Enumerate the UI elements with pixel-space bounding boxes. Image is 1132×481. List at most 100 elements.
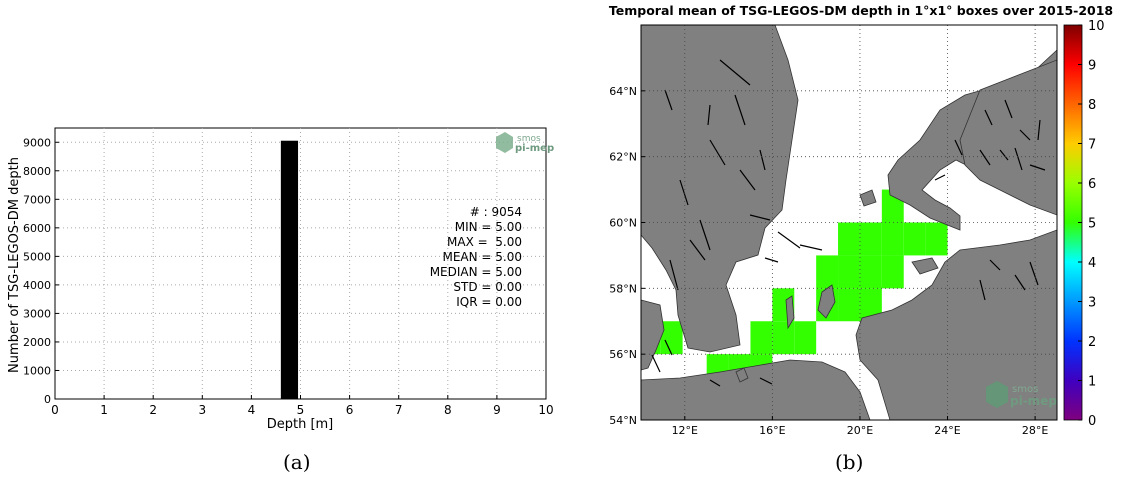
hist-y-tick-label: 0 <box>44 393 51 406</box>
depth-histogram: 0 1 2 3 4 5 6 7 8 9 10 0 1000 2000 3000 4000 5000 6000 7 0… <box>7 127 554 432</box>
map-y-tick-label: 62°N <box>609 151 637 164</box>
hist-x-tick-label: 3 <box>198 403 206 417</box>
hist-x-tick-label: 7 <box>395 403 403 417</box>
land-baltics <box>855 229 1057 420</box>
map-x-tick-label: 12°E <box>672 424 698 437</box>
logo-text-smos: smos <box>517 134 541 144</box>
map-coast-details <box>651 59 1046 387</box>
map-y-ticks: 54°N 56°N 58°N 60°N 62°N 64°N <box>609 85 645 427</box>
stat-min: MIN = 5.00 <box>455 220 522 234</box>
colorbar-tick-label: 7 <box>1088 138 1096 153</box>
hist-x-tick-label: 0 <box>51 403 59 417</box>
map-x-tick-label: 24°E <box>934 424 960 437</box>
hist-bars <box>280 140 299 400</box>
hist-stats-box: # : 9054 MIN = 5.00 MAX = 5.00 MEAN = 5.… <box>430 205 522 309</box>
smos-pimep-logo: smos pi-mep <box>496 132 554 154</box>
colorbar-tick-label: 4 <box>1088 256 1096 271</box>
map-logo-cube-icon <box>986 381 1008 408</box>
land-poland <box>641 359 871 420</box>
land-scandinavia <box>641 25 799 353</box>
map-cell <box>750 321 773 355</box>
land-oland <box>785 295 795 330</box>
hist-x-tick-label: 5 <box>297 403 305 417</box>
hist-x-ticks: 0 1 2 3 4 5 6 7 8 9 10 <box>51 395 554 417</box>
panel-label-b: (b) <box>835 450 864 474</box>
land-saaremaa <box>911 257 939 275</box>
colorbar-tick-label: 1 <box>1088 375 1096 390</box>
hist-y-tick-label: 2000 <box>23 336 51 349</box>
hist-y-tick-label: 1000 <box>23 364 51 377</box>
stat-iqr: IQR = 0.00 <box>456 295 522 309</box>
hist-x-tick-label: 10 <box>538 403 553 417</box>
hist-x-tick-label: 1 <box>100 403 108 417</box>
stat-max: MAX = 5.00 <box>447 235 522 249</box>
map-cell <box>859 222 882 256</box>
hist-y-tick-label: 8000 <box>23 165 51 178</box>
map-cell <box>859 255 882 289</box>
map-cell <box>660 321 683 355</box>
map-y-tick-label: 54°N <box>609 414 637 427</box>
land-finland-2 <box>959 59 1057 216</box>
map-x-tick-label: 16°E <box>759 424 785 437</box>
hist-x-tick-label: 4 <box>248 403 256 417</box>
colorbar-tick-label: 6 <box>1088 177 1096 192</box>
stat-mean: MEAN = 5.00 <box>442 250 522 264</box>
hist-y-tick-label: 5000 <box>23 250 51 263</box>
map-y-tick-label: 60°N <box>609 217 637 230</box>
hist-x-tick-label: 2 <box>149 403 157 417</box>
logo-text-pimep: pi-mep <box>515 143 554 154</box>
hist-y-tick-label: 6000 <box>23 222 51 235</box>
hist-y-tick-label: 4000 <box>23 279 51 292</box>
colorbar-tick-label: 8 <box>1088 98 1096 113</box>
hist-x-tick-label: 9 <box>493 403 501 417</box>
logo-cube-icon <box>496 132 513 153</box>
map-cell <box>881 255 904 289</box>
depth-map: Temporal mean of TSG-LEGOS-DM depth in 1… <box>609 3 1113 437</box>
stat-count: # : 9054 <box>470 205 522 219</box>
map-logo-text-pimep: pi-mep <box>1010 394 1057 408</box>
map-x-tick-label: 20°E <box>847 424 873 437</box>
colorbar-tick-label: 5 <box>1088 217 1096 232</box>
land-aland <box>859 189 877 207</box>
map-x-ticks: 12°E 16°E 20°E 24°E 28°E <box>672 416 1048 437</box>
map-y-tick-label: 64°N <box>609 85 637 98</box>
map-title: Temporal mean of TSG-LEGOS-DM depth in 1… <box>609 3 1113 18</box>
map-cell <box>838 255 860 289</box>
map-cell <box>925 222 948 256</box>
colorbar-ticks: 0 1 2 3 4 5 6 7 8 9 10 <box>1078 19 1105 429</box>
map-cell <box>816 255 839 289</box>
hist-plot-area <box>54 127 547 400</box>
panel-label-a: (a) <box>283 450 311 474</box>
colorbar-tick-label: 2 <box>1088 335 1096 350</box>
map-smos-logo: smos pi-mep <box>986 381 1057 408</box>
hist-y-tick-label: 3000 <box>23 307 51 320</box>
stat-std: STD = 0.00 <box>453 280 522 294</box>
hist-y-ticks: 0 1000 2000 3000 4000 5000 6000 7000 8000 9000 <box>23 136 59 406</box>
hist-x-tick-label: 8 <box>444 403 452 417</box>
map-x-tick-label: 28°E <box>1022 424 1048 437</box>
map-cell <box>881 222 904 256</box>
map-cells <box>641 189 948 388</box>
colorbar-tick-label: 10 <box>1088 19 1105 34</box>
hist-x-axis-label: Depth [m] <box>267 417 334 432</box>
colorbar-tick-label: 0 <box>1088 414 1096 429</box>
map-y-tick-label: 58°N <box>609 282 637 295</box>
hist-y-tick-label: 9000 <box>23 136 51 149</box>
hist-bar <box>280 140 299 400</box>
map-y-tick-label: 56°N <box>609 348 637 361</box>
hist-x-tick-label: 6 <box>346 403 354 417</box>
stat-median: MEDIAN = 5.00 <box>430 265 522 279</box>
colorbar-tick-label: 9 <box>1088 59 1096 74</box>
map-land <box>641 25 1057 420</box>
land-bornholm <box>735 367 749 383</box>
map-cell <box>794 321 817 355</box>
map-cell <box>838 222 860 256</box>
map-cell <box>903 222 926 256</box>
map-logo-text-smos: smos <box>1012 384 1038 395</box>
hist-y-axis-label: Number of TSG-LEGOS-DM depth <box>7 157 22 373</box>
land-denmark <box>641 299 665 371</box>
colorbar-tick-label: 3 <box>1088 296 1096 311</box>
map-cell <box>859 288 882 322</box>
map-cell <box>838 288 860 322</box>
map-cell <box>772 321 795 355</box>
